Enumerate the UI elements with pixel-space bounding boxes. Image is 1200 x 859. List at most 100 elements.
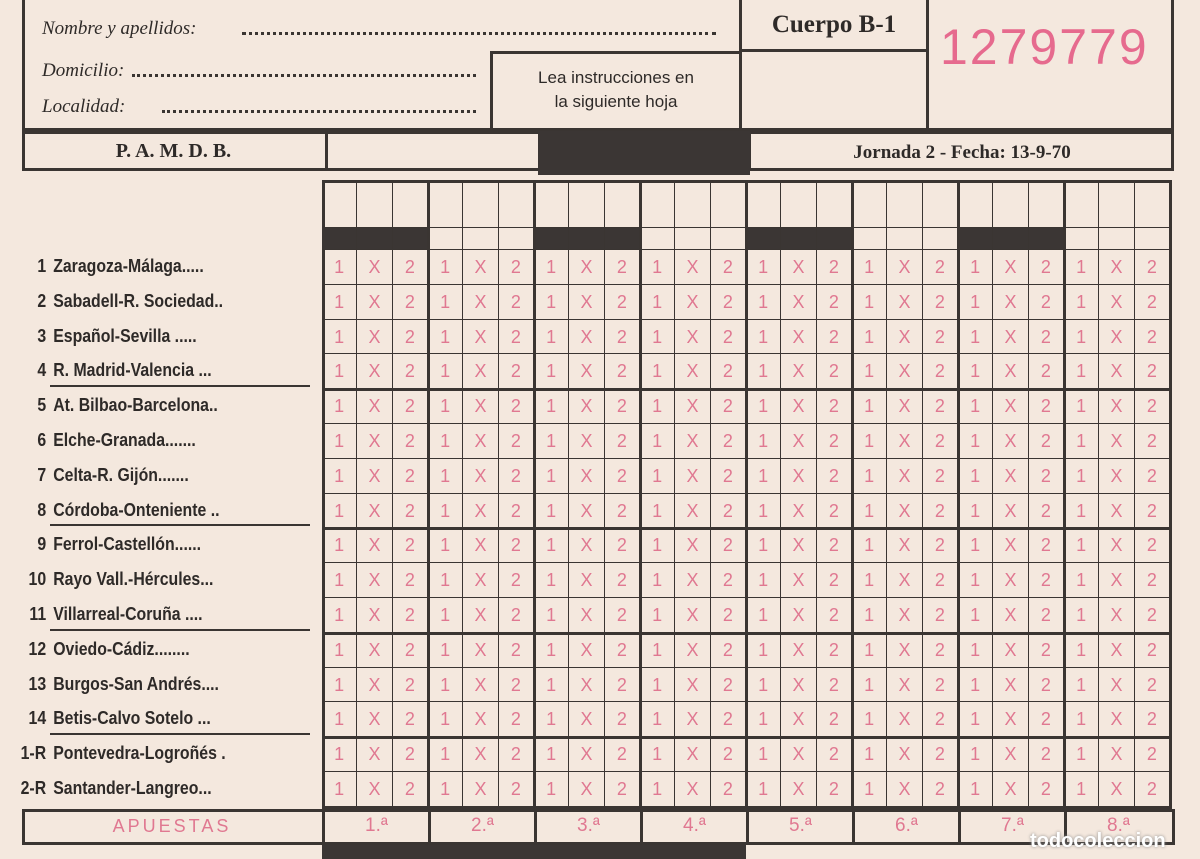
bet-cell-8-3-X[interactable]: X bbox=[569, 493, 605, 529]
bet-cell-1-R-8-1[interactable]: 1 bbox=[1064, 737, 1100, 772]
bet-cell-7-6-X[interactable]: X bbox=[887, 458, 923, 494]
bet-cell-6-7-X[interactable]: X bbox=[993, 424, 1029, 459]
bet-cell-1-5-2[interactable]: 2 bbox=[816, 250, 852, 285]
bet-cell-3-4-X[interactable]: X bbox=[675, 319, 711, 355]
bet-cell-10-1-X[interactable]: X bbox=[357, 563, 393, 598]
bet-cell-5-2-X[interactable]: X bbox=[463, 389, 499, 424]
bet-cell-5-1-X[interactable]: X bbox=[357, 389, 393, 424]
bet-cell-1-R-3-1[interactable]: 1 bbox=[534, 737, 570, 772]
bet-cell-1-R-2-2[interactable]: 2 bbox=[498, 737, 534, 772]
bet-cell-3-4-2[interactable]: 2 bbox=[710, 319, 746, 355]
bet-cell-10-8-1[interactable]: 1 bbox=[1064, 563, 1100, 598]
bet-cell-5-7-X[interactable]: X bbox=[993, 389, 1029, 424]
bet-cell-8-4-2[interactable]: 2 bbox=[710, 493, 746, 529]
bet-cell-13-7-1[interactable]: 1 bbox=[958, 667, 994, 703]
bet-cell-12-5-1[interactable]: 1 bbox=[746, 632, 782, 668]
bet-cell-5-2-2[interactable]: 2 bbox=[498, 389, 534, 424]
bet-cell-2-R-1-1[interactable]: 1 bbox=[322, 772, 358, 807]
bet-cell-1-7-2[interactable]: 2 bbox=[1028, 250, 1064, 285]
bet-cell-5-8-1[interactable]: 1 bbox=[1064, 389, 1100, 424]
bet-cell-4-4-2[interactable]: 2 bbox=[710, 354, 746, 390]
bet-cell-7-7-2[interactable]: 2 bbox=[1028, 458, 1064, 494]
bet-cell-9-3-2[interactable]: 2 bbox=[604, 528, 640, 564]
bet-cell-8-6-1[interactable]: 1 bbox=[852, 493, 888, 529]
bet-cell-2-R-6-X[interactable]: X bbox=[887, 772, 923, 807]
bet-cell-9-6-X[interactable]: X bbox=[887, 528, 923, 564]
bet-cell-5-8-X[interactable]: X bbox=[1099, 389, 1135, 424]
bet-cell-5-4-2[interactable]: 2 bbox=[710, 389, 746, 424]
bet-cell-11-8-2[interactable]: 2 bbox=[1134, 598, 1170, 633]
bet-cell-14-2-2[interactable]: 2 bbox=[498, 702, 534, 738]
bet-cell-1-1-1[interactable]: 1 bbox=[322, 250, 358, 285]
bet-cell-6-5-1[interactable]: 1 bbox=[746, 424, 782, 459]
bet-cell-12-7-X[interactable]: X bbox=[993, 632, 1029, 668]
bet-cell-2-R-4-2[interactable]: 2 bbox=[710, 772, 746, 807]
bet-cell-3-6-X[interactable]: X bbox=[887, 319, 923, 355]
bet-cell-12-8-X[interactable]: X bbox=[1099, 632, 1135, 668]
bet-cell-1-3-X[interactable]: X bbox=[569, 250, 605, 285]
bet-cell-7-4-2[interactable]: 2 bbox=[710, 458, 746, 494]
bet-cell-5-3-1[interactable]: 1 bbox=[534, 389, 570, 424]
bet-cell-1-1-X[interactable]: X bbox=[357, 250, 393, 285]
bet-cell-2-3-2[interactable]: 2 bbox=[604, 284, 640, 320]
bet-cell-7-1-2[interactable]: 2 bbox=[392, 458, 428, 494]
bet-cell-3-8-1[interactable]: 1 bbox=[1064, 319, 1100, 355]
bet-cell-1-2-1[interactable]: 1 bbox=[428, 250, 464, 285]
bet-cell-11-6-2[interactable]: 2 bbox=[922, 598, 958, 633]
bet-cell-1-R-1-X[interactable]: X bbox=[357, 737, 393, 772]
bet-cell-2-6-1[interactable]: 1 bbox=[852, 284, 888, 320]
bet-cell-2-8-2[interactable]: 2 bbox=[1134, 284, 1170, 320]
bet-cell-2-R-5-1[interactable]: 1 bbox=[746, 772, 782, 807]
bet-cell-11-7-2[interactable]: 2 bbox=[1028, 598, 1064, 633]
bet-cell-10-4-2[interactable]: 2 bbox=[710, 563, 746, 598]
bet-cell-2-4-1[interactable]: 1 bbox=[640, 284, 676, 320]
bet-cell-2-R-2-1[interactable]: 1 bbox=[428, 772, 464, 807]
bet-cell-2-1-X[interactable]: X bbox=[357, 284, 393, 320]
bet-cell-10-3-X[interactable]: X bbox=[569, 563, 605, 598]
bet-cell-1-4-1[interactable]: 1 bbox=[640, 250, 676, 285]
bet-cell-7-7-X[interactable]: X bbox=[993, 458, 1029, 494]
bet-cell-9-1-X[interactable]: X bbox=[357, 528, 393, 564]
bet-cell-14-7-X[interactable]: X bbox=[993, 702, 1029, 738]
bet-cell-7-1-1[interactable]: 1 bbox=[322, 458, 358, 494]
bet-cell-2-8-X[interactable]: X bbox=[1099, 284, 1135, 320]
bet-cell-13-6-1[interactable]: 1 bbox=[852, 667, 888, 703]
bet-cell-8-1-2[interactable]: 2 bbox=[392, 493, 428, 529]
bet-cell-6-4-2[interactable]: 2 bbox=[710, 424, 746, 459]
bet-cell-9-7-X[interactable]: X bbox=[993, 528, 1029, 564]
bet-cell-7-5-2[interactable]: 2 bbox=[816, 458, 852, 494]
bet-cell-3-8-2[interactable]: 2 bbox=[1134, 319, 1170, 355]
bet-cell-14-5-1[interactable]: 1 bbox=[746, 702, 782, 738]
bet-cell-11-2-2[interactable]: 2 bbox=[498, 598, 534, 633]
bet-cell-6-3-1[interactable]: 1 bbox=[534, 424, 570, 459]
bet-cell-9-2-1[interactable]: 1 bbox=[428, 528, 464, 564]
bet-cell-8-4-1[interactable]: 1 bbox=[640, 493, 676, 529]
bet-cell-11-4-2[interactable]: 2 bbox=[710, 598, 746, 633]
bet-cell-10-3-2[interactable]: 2 bbox=[604, 563, 640, 598]
bet-cell-11-5-1[interactable]: 1 bbox=[746, 598, 782, 633]
bet-cell-5-7-1[interactable]: 1 bbox=[958, 389, 994, 424]
bet-cell-6-1-2[interactable]: 2 bbox=[392, 424, 428, 459]
bet-cell-12-4-2[interactable]: 2 bbox=[710, 632, 746, 668]
bet-cell-5-7-2[interactable]: 2 bbox=[1028, 389, 1064, 424]
bet-cell-14-2-X[interactable]: X bbox=[463, 702, 499, 738]
bet-cell-14-4-1[interactable]: 1 bbox=[640, 702, 676, 738]
bet-cell-12-6-2[interactable]: 2 bbox=[922, 632, 958, 668]
bet-cell-12-2-2[interactable]: 2 bbox=[498, 632, 534, 668]
bet-cell-14-1-1[interactable]: 1 bbox=[322, 702, 358, 738]
bet-cell-7-2-X[interactable]: X bbox=[463, 458, 499, 494]
bet-cell-14-4-X[interactable]: X bbox=[675, 702, 711, 738]
bet-cell-2-R-8-X[interactable]: X bbox=[1099, 772, 1135, 807]
bet-cell-7-5-X[interactable]: X bbox=[781, 458, 817, 494]
nombre-field[interactable] bbox=[242, 32, 716, 35]
bet-cell-8-5-2[interactable]: 2 bbox=[816, 493, 852, 529]
bet-cell-6-4-X[interactable]: X bbox=[675, 424, 711, 459]
localidad-field[interactable] bbox=[162, 110, 476, 113]
bet-cell-1-5-X[interactable]: X bbox=[781, 250, 817, 285]
bet-cell-11-6-X[interactable]: X bbox=[887, 598, 923, 633]
bet-cell-12-1-1[interactable]: 1 bbox=[322, 632, 358, 668]
bet-cell-5-2-1[interactable]: 1 bbox=[428, 389, 464, 424]
bet-cell-4-4-X[interactable]: X bbox=[675, 354, 711, 390]
bet-cell-1-2-X[interactable]: X bbox=[463, 250, 499, 285]
bet-cell-13-4-2[interactable]: 2 bbox=[710, 667, 746, 703]
